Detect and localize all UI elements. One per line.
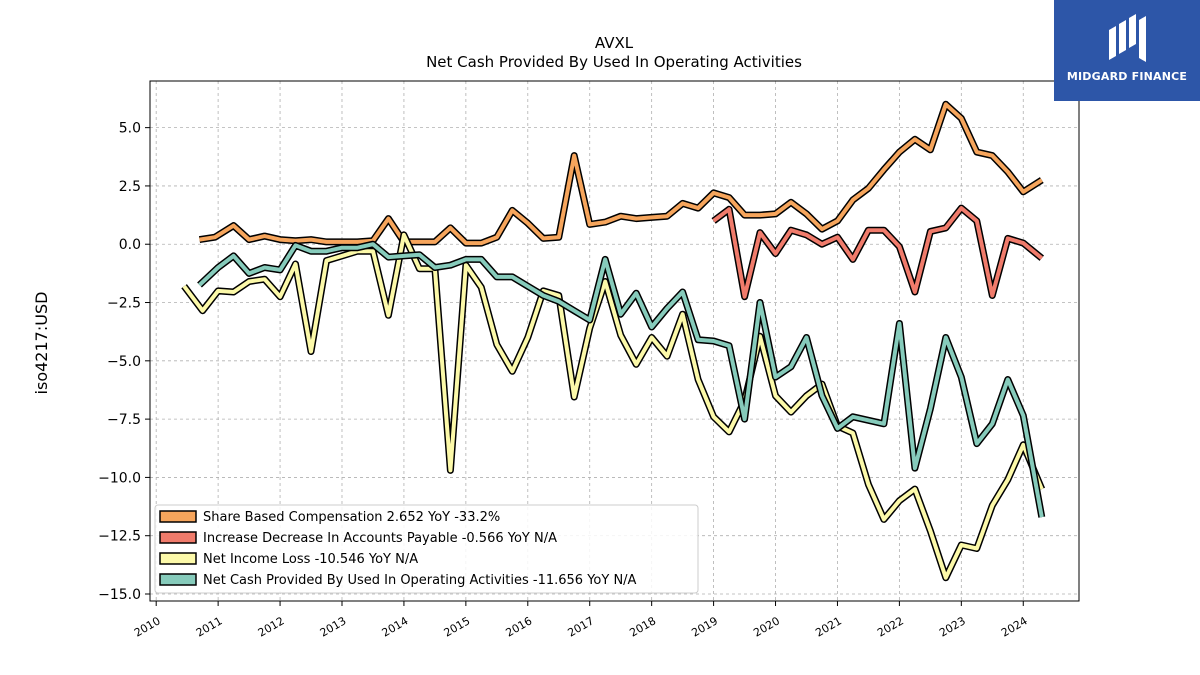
legend-label: Share Based Compensation 2.652 YoY -33.2… — [203, 510, 500, 525]
x-tick-label: 2022 — [875, 614, 906, 639]
x-tick-label: 2015 — [442, 614, 473, 639]
x-tick-label: 2011 — [194, 614, 225, 639]
y-tick-label: 0.0 — [119, 237, 141, 253]
series-line-4 — [198, 242, 1044, 518]
series-line-outline-2 — [711, 204, 1045, 301]
x-tick-label: 2023 — [937, 614, 968, 639]
brand-name: MIDGARD FINANCE — [1066, 70, 1188, 83]
x-tick-label: 2017 — [565, 614, 596, 639]
legend-label: Net Income Loss -10.546 YoY N/A — [203, 552, 418, 567]
series-line-3 — [182, 232, 1044, 580]
x-tick-label: 2013 — [318, 614, 349, 639]
x-tick-label: 2012 — [256, 614, 287, 639]
x-tick-label: 2021 — [813, 614, 844, 639]
legend: Share Based Compensation 2.652 YoY -33.2… — [154, 504, 699, 594]
y-axis-ticks: 5.0 2.5 0.0 −2.5 −5.0 −7.5 −10.0 −12.5 −15.0 — [98, 121, 150, 603]
brand-logo: MIDGARD FINANCE — [1054, 0, 1200, 101]
y-tick-label: −15.0 — [98, 587, 141, 603]
y-tick-label: 2.5 — [119, 179, 141, 195]
x-tick-label: 2020 — [751, 614, 782, 639]
midgard-logo-icon — [1109, 14, 1146, 62]
chart-title: AVXL — [595, 34, 634, 52]
y-tick-label: −2.5 — [107, 296, 141, 312]
y-tick-label: −5.0 — [107, 354, 141, 370]
x-tick-label: 2024 — [999, 614, 1030, 639]
y-tick-label: −12.5 — [98, 529, 141, 545]
chart-subtitle: Net Cash Provided By Used In Operating A… — [426, 53, 802, 71]
legend-label: Increase Decrease In Accounts Payable -0… — [203, 531, 557, 546]
y-axis-label: iso4217:USD — [32, 292, 51, 395]
series-layer — [181, 100, 1046, 582]
legend-swatch — [159, 510, 197, 523]
legend-swatch — [159, 573, 197, 586]
legend-swatch — [159, 552, 197, 565]
x-tick-label: 2019 — [689, 614, 720, 639]
x-tick-label: 2016 — [504, 614, 535, 639]
legend-swatch — [159, 531, 197, 544]
x-tick-label: 2018 — [627, 614, 658, 639]
legend-box — [154, 504, 699, 594]
series-line-outline-1 — [198, 100, 1044, 247]
x-tick-label: 2010 — [132, 614, 163, 639]
legend-label: Net Cash Provided By Used In Operating A… — [203, 573, 637, 588]
y-tick-label: 5.0 — [119, 121, 141, 137]
plot-frame — [149, 80, 1080, 602]
y-tick-label: −10.0 — [98, 470, 141, 486]
y-tick-label: −7.5 — [107, 412, 141, 428]
x-tick-label: 2014 — [380, 614, 411, 639]
series-line-2 — [712, 206, 1044, 299]
x-axis-ticks: 2010 2011 2012 2013 2014 2015 2016 2017 2018 2019… — [132, 601, 1030, 640]
series-line-1 — [199, 102, 1043, 246]
